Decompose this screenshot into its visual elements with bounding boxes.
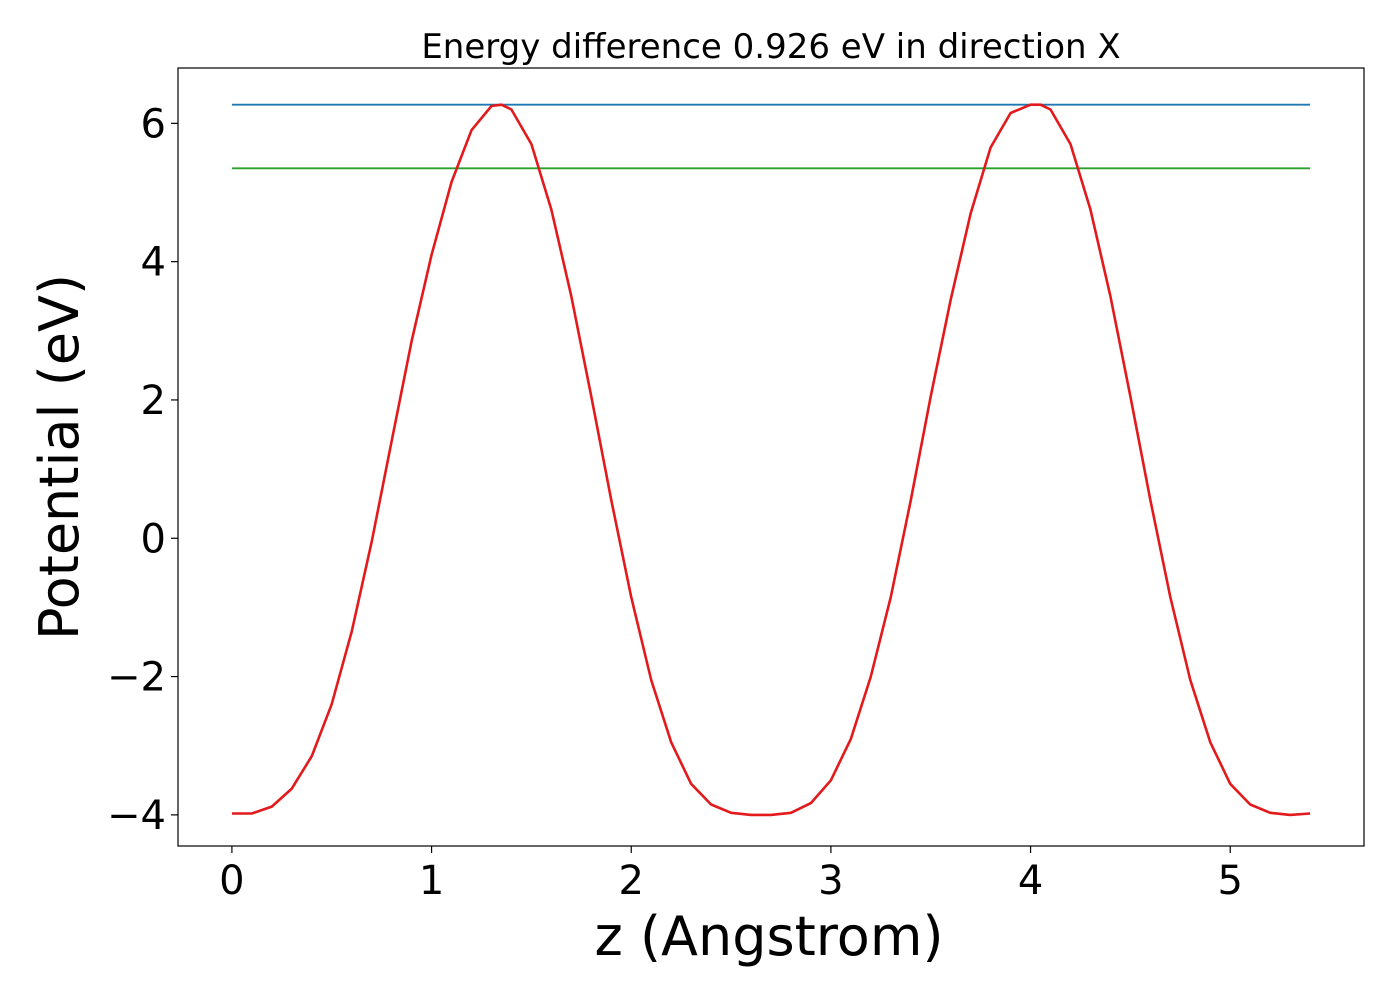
y-tick-label: 6 bbox=[141, 101, 166, 147]
x-tick-label: 3 bbox=[818, 858, 843, 904]
y-tick-label: 4 bbox=[141, 240, 166, 286]
x-axis-ticks: 0 1 2 3 4 5 bbox=[219, 846, 1243, 904]
x-tick-label: 5 bbox=[1217, 858, 1242, 904]
y-tick-label: 0 bbox=[141, 516, 166, 562]
series-layer bbox=[231, 103, 1311, 817]
y-axis-title: Potential (eV) bbox=[28, 274, 91, 640]
x-axis-title: z (Angstrom) bbox=[594, 905, 943, 968]
y-tick-label: −2 bbox=[107, 655, 166, 701]
y-tick-label: −4 bbox=[107, 793, 166, 839]
series-line-2 bbox=[231, 103, 1311, 817]
x-tick-label: 0 bbox=[219, 858, 244, 904]
x-tick-label: 4 bbox=[1018, 858, 1043, 904]
x-tick-label: 1 bbox=[419, 858, 444, 904]
x-tick-label: 2 bbox=[619, 858, 644, 904]
y-axis-ticks: −4 −2 0 2 4 6 bbox=[107, 101, 178, 839]
plot-frame bbox=[177, 67, 1365, 847]
y-tick-label: 2 bbox=[141, 378, 166, 424]
chart-title: Energy difference 0.926 eV in direction … bbox=[421, 27, 1120, 67]
